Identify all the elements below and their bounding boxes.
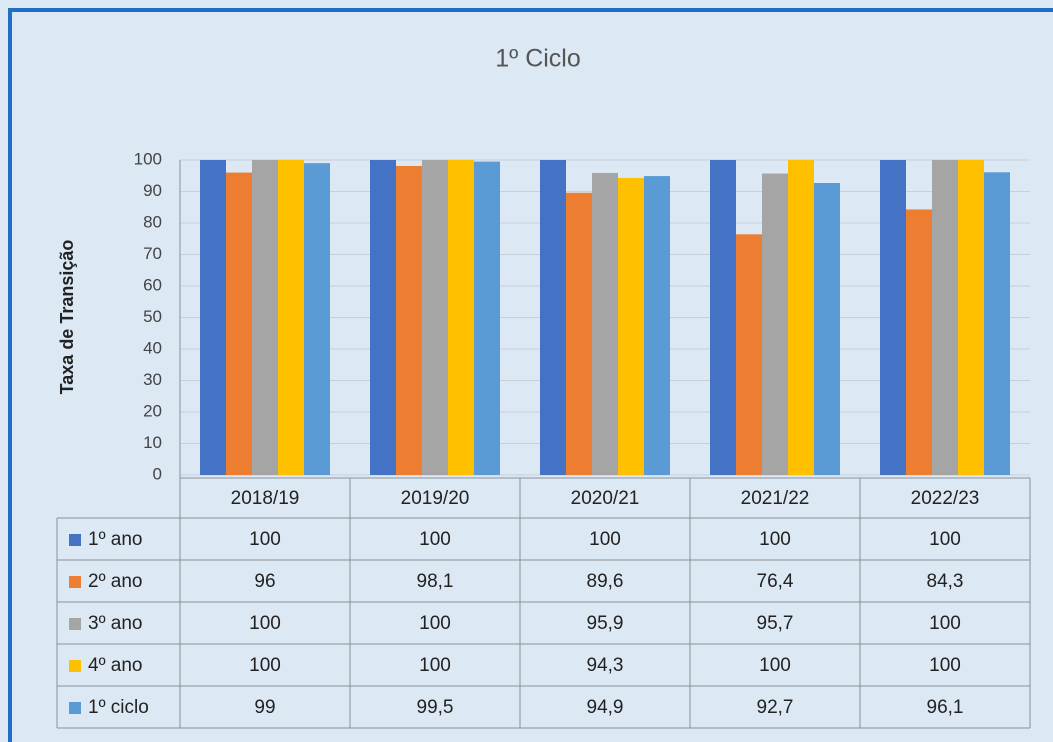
bar bbox=[788, 160, 814, 475]
legend-swatch bbox=[69, 702, 81, 714]
legend-swatch bbox=[69, 660, 81, 672]
y-tick-label: 30 bbox=[143, 370, 162, 389]
table-value: 96,1 bbox=[927, 697, 964, 718]
bar bbox=[592, 172, 618, 476]
chart-title: 1º Ciclo bbox=[495, 45, 581, 73]
table-value: 100 bbox=[249, 529, 281, 550]
bar bbox=[618, 177, 644, 475]
table-value: 76,4 bbox=[757, 571, 794, 592]
table-value: 99 bbox=[254, 697, 275, 718]
y-tick-label: 70 bbox=[143, 244, 162, 263]
bar bbox=[762, 173, 788, 476]
table-value: 95,9 bbox=[587, 613, 624, 634]
bar bbox=[736, 234, 762, 475]
table-value: 100 bbox=[419, 529, 451, 550]
x-tick-label: 2019/20 bbox=[401, 488, 470, 509]
legend-label: 1º ciclo bbox=[88, 697, 149, 718]
bar bbox=[304, 163, 330, 475]
table-value: 94,9 bbox=[587, 697, 624, 718]
bar bbox=[880, 160, 906, 475]
bar bbox=[540, 160, 566, 475]
bar bbox=[200, 160, 226, 475]
y-tick-label: 100 bbox=[134, 149, 162, 168]
table-value: 100 bbox=[419, 613, 451, 634]
table-value: 100 bbox=[249, 613, 281, 634]
table-value: 95,7 bbox=[757, 613, 794, 634]
legend-swatch bbox=[69, 576, 81, 588]
y-tick-label: 80 bbox=[143, 212, 162, 231]
table-value: 92,7 bbox=[757, 697, 794, 718]
table-value: 94,3 bbox=[587, 655, 624, 676]
x-tick-label: 2021/22 bbox=[741, 488, 810, 509]
table-value: 99,5 bbox=[417, 697, 454, 718]
bar bbox=[906, 209, 932, 475]
y-tick-label: 60 bbox=[143, 275, 162, 294]
table-value: 96 bbox=[254, 571, 275, 592]
bar bbox=[958, 160, 984, 475]
bar bbox=[422, 160, 448, 475]
bar bbox=[278, 160, 304, 475]
y-tick-label: 40 bbox=[143, 338, 162, 357]
bar bbox=[474, 161, 500, 475]
table-value: 100 bbox=[929, 529, 961, 550]
bar bbox=[710, 160, 736, 475]
table-value: 89,6 bbox=[587, 571, 624, 592]
table-value: 98,1 bbox=[417, 571, 454, 592]
table-value: 84,3 bbox=[927, 571, 964, 592]
bar bbox=[984, 172, 1010, 475]
bar bbox=[396, 165, 422, 476]
bar bbox=[644, 176, 670, 475]
y-tick-label: 0 bbox=[153, 464, 162, 483]
bar bbox=[932, 160, 958, 475]
legend-swatch bbox=[69, 618, 81, 630]
x-tick-label: 2020/21 bbox=[571, 488, 640, 509]
table-value: 100 bbox=[589, 529, 621, 550]
y-tick-label: 10 bbox=[143, 433, 162, 452]
table-value: 100 bbox=[929, 613, 961, 634]
bar bbox=[448, 160, 474, 475]
legend-label: 2º ano bbox=[88, 571, 143, 592]
bar bbox=[226, 172, 252, 475]
x-tick-label: 2018/19 bbox=[231, 488, 300, 509]
bar bbox=[814, 182, 840, 475]
y-tick-label: 20 bbox=[143, 401, 162, 420]
table-value: 100 bbox=[759, 655, 791, 676]
table-value: 100 bbox=[249, 655, 281, 676]
table-value: 100 bbox=[419, 655, 451, 676]
y-tick-label: 50 bbox=[143, 307, 162, 326]
bar bbox=[566, 192, 592, 475]
y-tick-label: 90 bbox=[143, 181, 162, 200]
table-value: 100 bbox=[929, 655, 961, 676]
legend-swatch bbox=[69, 534, 81, 546]
legend-label: 1º ano bbox=[88, 529, 143, 550]
x-tick-label: 2022/23 bbox=[911, 488, 980, 509]
legend-label: 3º ano bbox=[88, 613, 143, 634]
table-value: 100 bbox=[759, 529, 791, 550]
frame bbox=[8, 8, 1053, 742]
legend-label: 4º ano bbox=[88, 655, 143, 676]
bar bbox=[370, 160, 396, 475]
bar bbox=[252, 160, 278, 475]
y-axis-label: Taxa de Transição bbox=[57, 240, 77, 395]
